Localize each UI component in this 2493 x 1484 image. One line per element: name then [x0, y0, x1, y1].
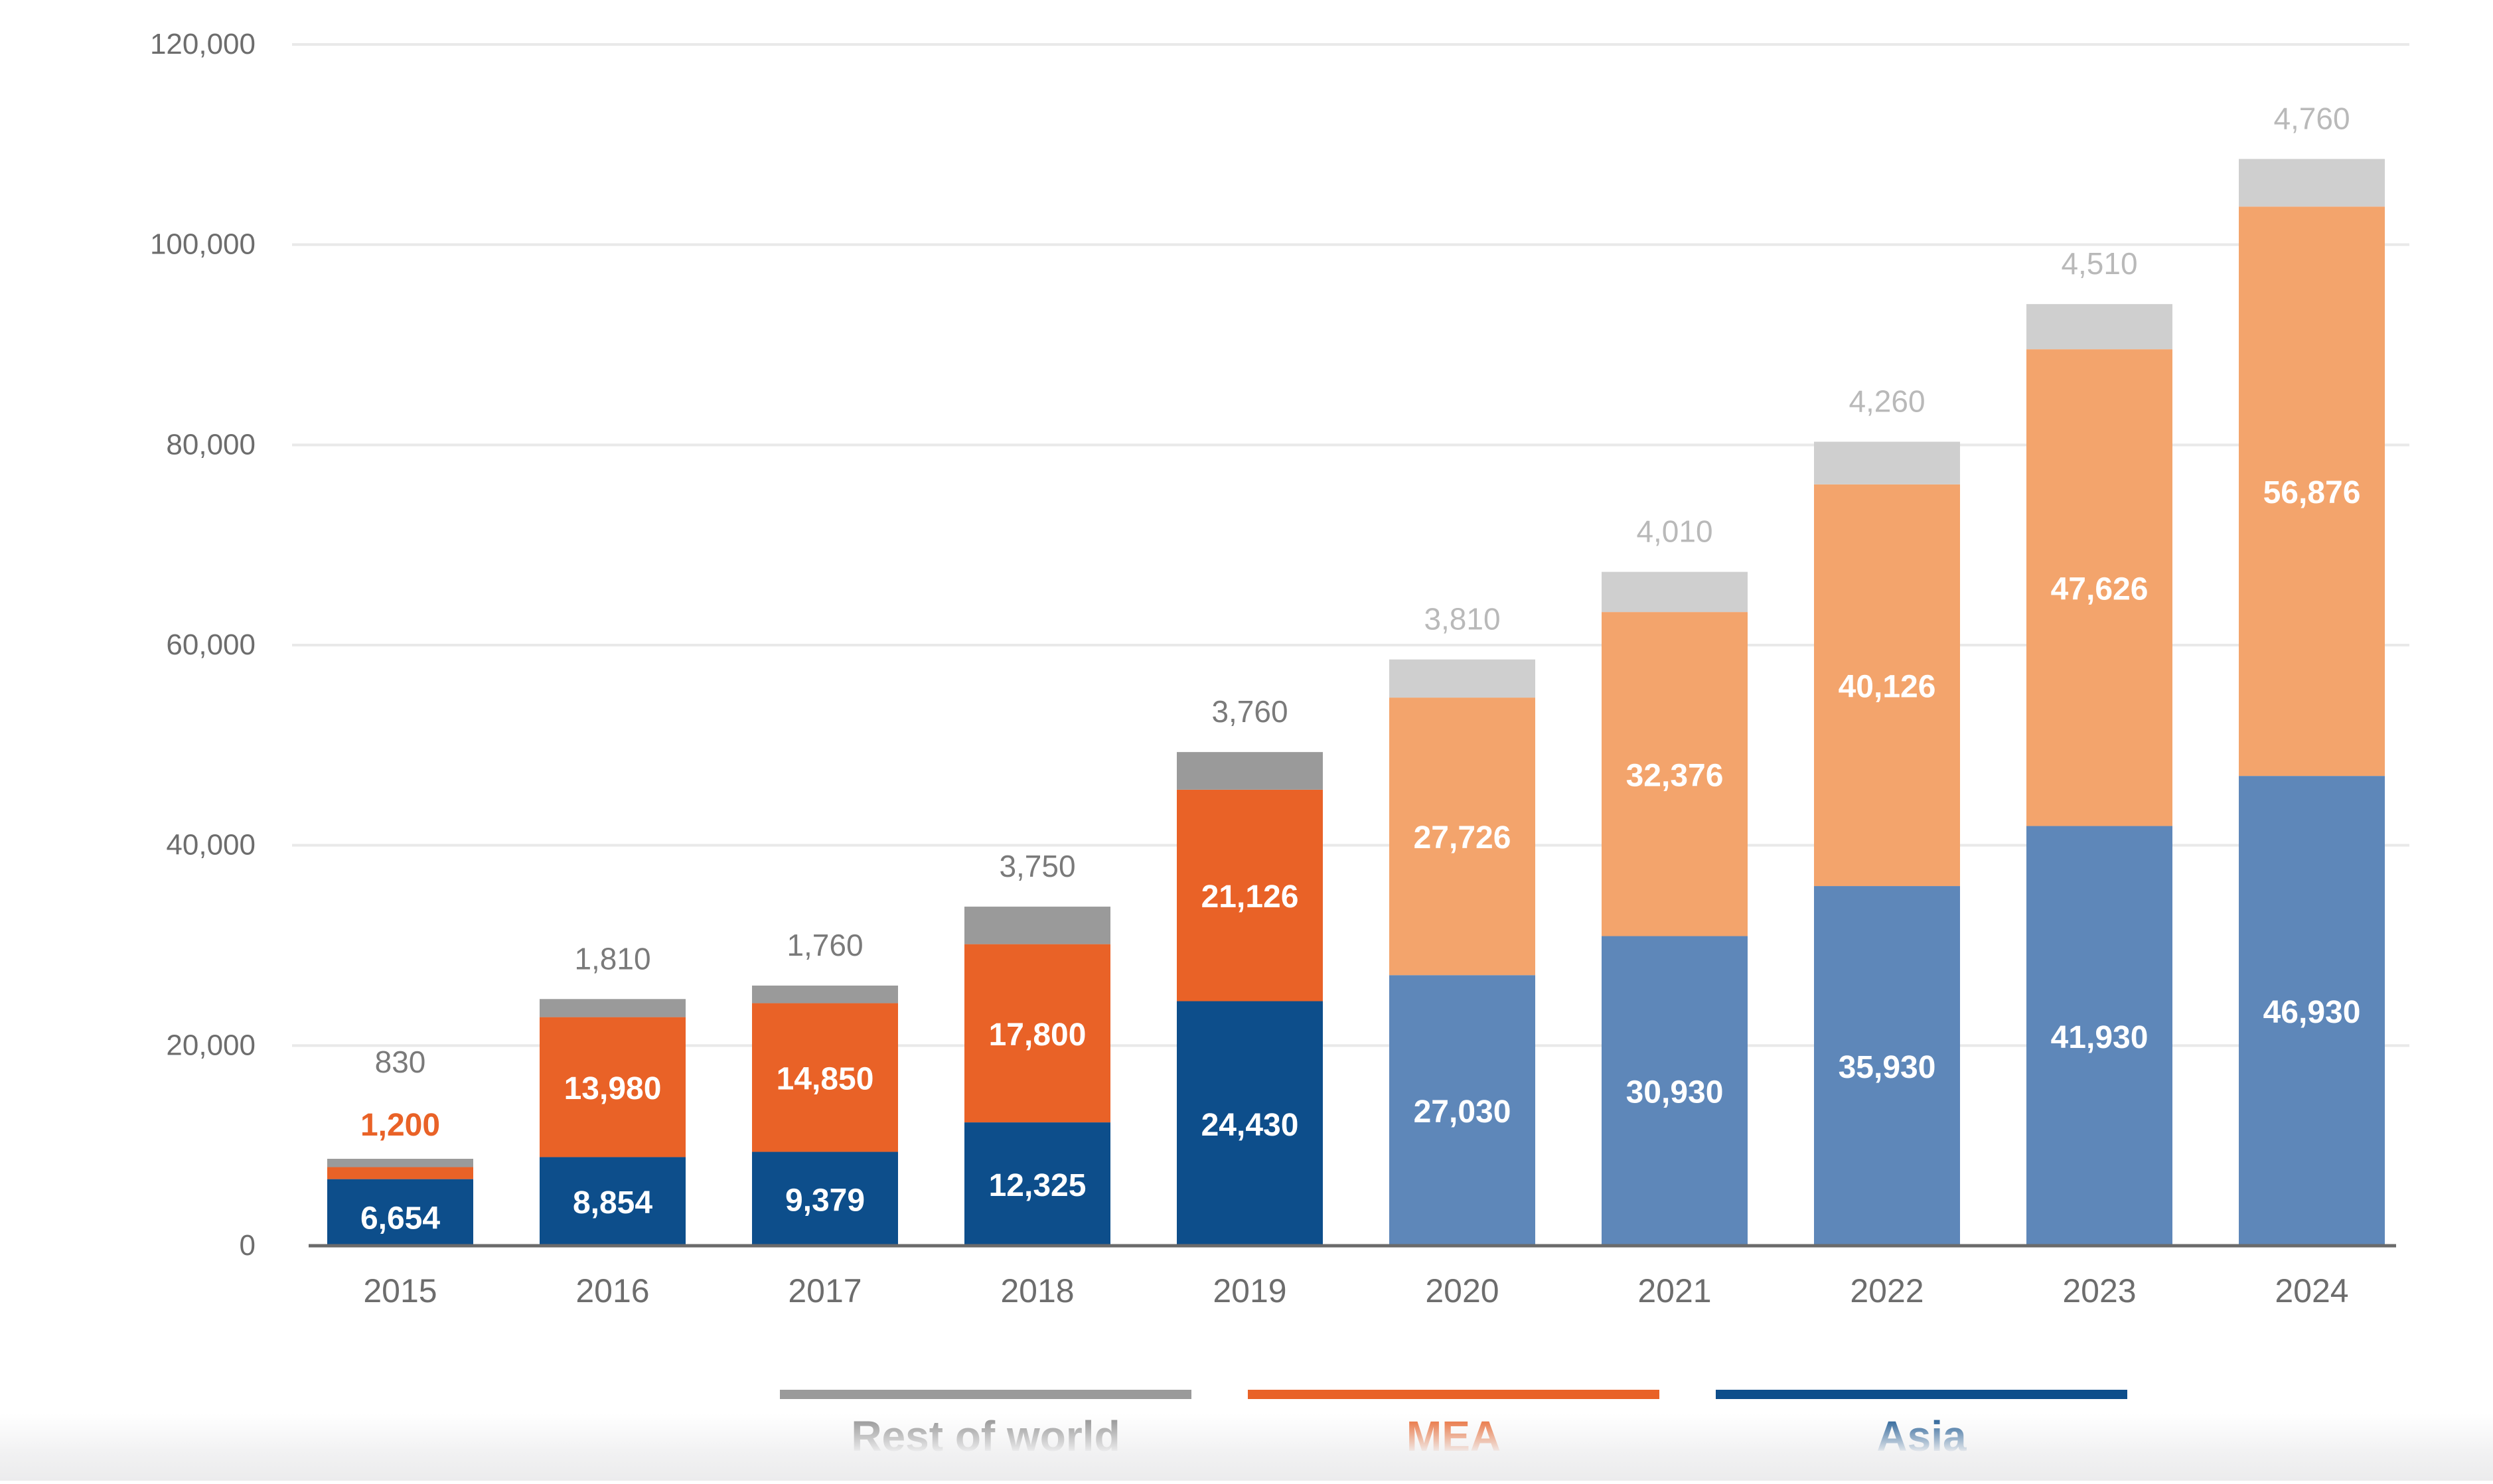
bars	[327, 159, 2385, 1246]
bar-mea-2020	[1389, 698, 1535, 976]
x-tick-label: 2015	[363, 1272, 437, 1309]
data-label-rest-of-world: 3,750	[999, 849, 1075, 883]
bar-rest-of-world-2016	[540, 999, 686, 1017]
data-label-rest-of-world: 4,010	[1636, 514, 1712, 549]
bar-asia-2017	[752, 1151, 898, 1246]
y-tick-label: 0	[240, 1229, 256, 1262]
x-tick-label: 2023	[2062, 1272, 2136, 1309]
bar-rest-of-world-2024	[2239, 159, 2385, 207]
y-tick-label: 80,000	[166, 428, 256, 461]
data-label-mea: 13,980	[564, 1071, 662, 1106]
data-label-rest-of-world: 1,760	[787, 928, 863, 962]
bottom-fade	[0, 1414, 2493, 1481]
data-label-mea: 14,850	[777, 1062, 874, 1097]
bar-rest-of-world-2017	[752, 985, 898, 1003]
y-tick-label: 120,000	[150, 28, 256, 60]
data-label-asia: 46,930	[2263, 995, 2361, 1030]
y-tick-label: 20,000	[166, 1029, 256, 1061]
data-label-asia: 8,854	[573, 1185, 652, 1221]
bar-mea-2023	[2026, 349, 2172, 826]
data-label-mea: 1,200	[360, 1108, 440, 1143]
x-tick-label: 2020	[1425, 1272, 1499, 1309]
data-label-rest-of-world: 3,760	[1211, 694, 1288, 729]
bar-rest-of-world-2018	[964, 907, 1110, 944]
bar-rest-of-world-2020	[1389, 659, 1535, 698]
bar-rest-of-world-2022	[1814, 441, 1960, 484]
bar-rest-of-world-2021	[1602, 571, 1748, 613]
bar-asia-2018	[964, 1122, 1110, 1246]
data-label-rest-of-world: 1,810	[574, 941, 650, 976]
data-labels: 6,654 1,200 830 8,854 13,980 1,810 9,379 14,850…	[360, 101, 2360, 1236]
data-label-rest-of-world: 4,760	[2273, 101, 2350, 135]
bar-asia-2016	[540, 1157, 686, 1246]
legend-swatch-asia	[1716, 1390, 2127, 1399]
data-label-asia: 35,930	[1839, 1050, 1936, 1085]
data-label-asia: 9,379	[785, 1183, 865, 1218]
data-label-rest-of-world: 4,260	[1849, 384, 1925, 419]
legend-swatch-mea	[1248, 1390, 1659, 1399]
bar-asia-2015	[327, 1179, 473, 1246]
y-tick-label: 60,000	[166, 629, 256, 661]
bar-asia-2021	[1602, 936, 1748, 1246]
data-label-rest-of-world: 830	[375, 1045, 426, 1079]
bar-mea-2018	[964, 944, 1110, 1123]
x-tick-label: 2016	[575, 1272, 649, 1309]
bar-rest-of-world-2023	[2026, 304, 2172, 350]
x-tick-label: 2019	[1213, 1272, 1286, 1309]
x-tick-label: 2018	[1000, 1272, 1074, 1309]
data-label-asia: 6,654	[360, 1201, 440, 1236]
x-tick-label: 2022	[1850, 1272, 1924, 1309]
data-label-rest-of-world: 3,810	[1424, 602, 1500, 636]
bar-asia-2024	[2239, 776, 2385, 1246]
x-tick-label: 2024	[2275, 1272, 2348, 1309]
y-tick-label: 40,000	[166, 829, 256, 861]
bar-asia-2020	[1389, 975, 1535, 1246]
data-label-asia: 30,930	[1626, 1075, 1724, 1110]
data-label-mea: 56,876	[2263, 475, 2361, 510]
legend-swatch-rest-of-world	[780, 1390, 1191, 1399]
data-label-asia: 27,030	[1414, 1094, 1511, 1130]
bar-rest-of-world-2019	[1177, 752, 1323, 790]
bar-mea-2017	[752, 1003, 898, 1152]
data-label-mea: 21,126	[1201, 879, 1299, 915]
bar-rest-of-world-2015	[327, 1159, 473, 1167]
x-tick-label: 2021	[1637, 1272, 1711, 1309]
data-label-asia: 24,430	[1201, 1108, 1299, 1143]
data-label-mea: 27,726	[1414, 820, 1511, 855]
data-label-asia: 41,930	[2051, 1020, 2149, 1055]
bar-mea-2019	[1177, 789, 1323, 1002]
data-label-mea: 40,126	[1839, 669, 1936, 704]
bar-mea-2021	[1602, 612, 1748, 936]
bar-asia-2022	[1814, 886, 1960, 1246]
data-label-mea: 17,800	[989, 1017, 1087, 1053]
x-axis: 2015 2016 2017 2018 2019 2020 2021 2022 2023 2024	[309, 1244, 2396, 1309]
data-label-rest-of-world: 4,510	[2061, 246, 2137, 281]
data-label-mea: 32,376	[1626, 758, 1724, 793]
bar-mea-2022	[1814, 484, 1960, 887]
data-label-asia: 12,325	[989, 1168, 1087, 1203]
bar-asia-2019	[1177, 1001, 1323, 1246]
y-tick-label: 100,000	[150, 228, 256, 261]
bar-asia-2023	[2026, 826, 2172, 1246]
y-axis: 0 20,000 40,000 60,000 80,000 100,000 120,000	[150, 28, 256, 1262]
x-tick-label: 2017	[788, 1272, 862, 1309]
bar-mea-2015	[327, 1167, 473, 1179]
data-label-mea: 47,626	[2051, 571, 2149, 607]
bar-mea-2024	[2239, 206, 2385, 777]
bar-mea-2016	[540, 1017, 686, 1157]
